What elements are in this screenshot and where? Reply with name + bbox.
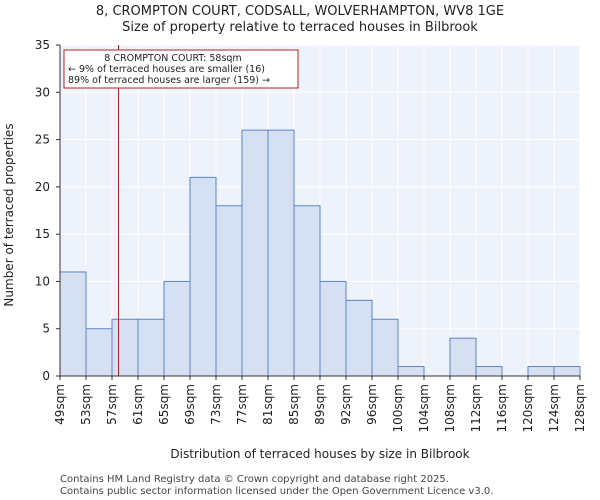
bar <box>319 280 347 377</box>
bar <box>553 366 581 377</box>
y-tick-label: 5 <box>42 322 50 336</box>
bar <box>371 318 399 377</box>
annotation-box: 8 CROMPTON COURT: 58sqm ← 9% of terraced… <box>63 49 299 89</box>
footer-line-2: Contains public sector information licen… <box>60 486 493 497</box>
annotation-line-3: 89% of terraced houses are larger (159) … <box>68 75 270 86</box>
x-tick-label: 77sqm <box>235 384 249 425</box>
bar <box>137 318 165 377</box>
x-tick-label: 104sqm <box>417 384 431 432</box>
x-tick-label: 128sqm <box>573 384 587 432</box>
y-tick-label: 0 <box>42 369 50 383</box>
bar <box>163 280 191 377</box>
x-tick-label: 57sqm <box>105 384 119 425</box>
y-tick-label: 25 <box>35 133 50 147</box>
chart-title: 8, CROMPTON COURT, CODSALL, WOLVERHAMPTO… <box>96 4 504 19</box>
bar <box>111 318 139 377</box>
x-tick-label: 49sqm <box>53 384 67 425</box>
bars <box>59 129 581 377</box>
x-tick-label: 85sqm <box>287 384 301 425</box>
bar <box>345 299 373 377</box>
x-tick-label: 120sqm <box>521 384 535 432</box>
x-tick-label: 100sqm <box>391 384 405 432</box>
bar <box>215 205 243 377</box>
y-axis-label: Number of terraced properties <box>2 123 16 306</box>
x-tick-label: 61sqm <box>131 384 145 425</box>
bar <box>475 366 503 377</box>
x-tick-label: 81sqm <box>261 384 275 425</box>
bar <box>189 176 217 377</box>
bar <box>449 337 477 377</box>
x-tick-label: 65sqm <box>157 384 171 425</box>
y-tick-label: 35 <box>35 38 50 52</box>
y-tick-label: 10 <box>35 274 50 288</box>
x-tick-label: 53sqm <box>79 384 93 425</box>
x-tick-label: 69sqm <box>183 384 197 425</box>
bar <box>267 129 295 377</box>
bar <box>527 366 555 377</box>
annotation-line-1: 8 CROMPTON COURT: 58sqm <box>104 53 241 64</box>
x-axis-label: Distribution of terraced houses by size … <box>170 447 469 461</box>
bar <box>397 366 425 377</box>
x-tick-label: 96sqm <box>365 384 379 425</box>
x-tick-label: 112sqm <box>469 384 483 432</box>
bar <box>59 271 87 377</box>
y-tick-label: 30 <box>35 85 50 99</box>
y-tick-label: 15 <box>35 227 50 241</box>
annotation-line-2: ← 9% of terraced houses are smaller (16) <box>68 64 265 75</box>
x-tick-label: 124sqm <box>547 384 561 432</box>
x-tick-label: 116sqm <box>495 384 509 432</box>
bar <box>293 205 321 377</box>
x-tick-label: 73sqm <box>209 384 223 425</box>
x-tick-label: 89sqm <box>313 384 327 425</box>
y-axis-ticks: 0 5 10 15 20 25 30 35 <box>35 38 60 383</box>
x-tick-label: 108sqm <box>443 384 457 432</box>
y-tick-label: 20 <box>35 180 50 194</box>
x-tick-label: 92sqm <box>339 384 353 425</box>
x-axis-ticks: 49sqm 53sqm 57sqm 61sqm 65sqm 69sqm 73sqm 77sqm… <box>53 376 587 432</box>
footer-line-1: Contains HM Land Registry data © Crown c… <box>60 474 449 485</box>
annotation-border <box>63 49 299 89</box>
chart-subtitle: Size of property relative to terraced ho… <box>122 20 478 35</box>
bar <box>241 129 269 377</box>
bar <box>85 328 113 377</box>
